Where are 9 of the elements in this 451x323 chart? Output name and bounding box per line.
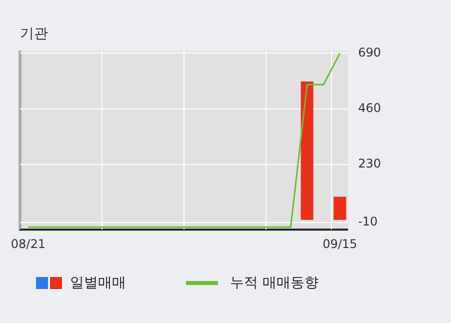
y-tick-label: 690 bbox=[358, 45, 381, 60]
legend-label: 일별매매 bbox=[70, 274, 126, 292]
x-tick-label: 08/21 bbox=[10, 236, 46, 251]
y-tick-label: 230 bbox=[358, 156, 381, 170]
legend-label: 누적 매매동향 bbox=[230, 274, 318, 292]
y-tick-label: -10 bbox=[358, 214, 378, 228]
chart-title: 기관 bbox=[20, 26, 48, 42]
y-tick-label: 460 bbox=[358, 100, 381, 115]
x-tick-label: 09/15 bbox=[322, 236, 358, 251]
